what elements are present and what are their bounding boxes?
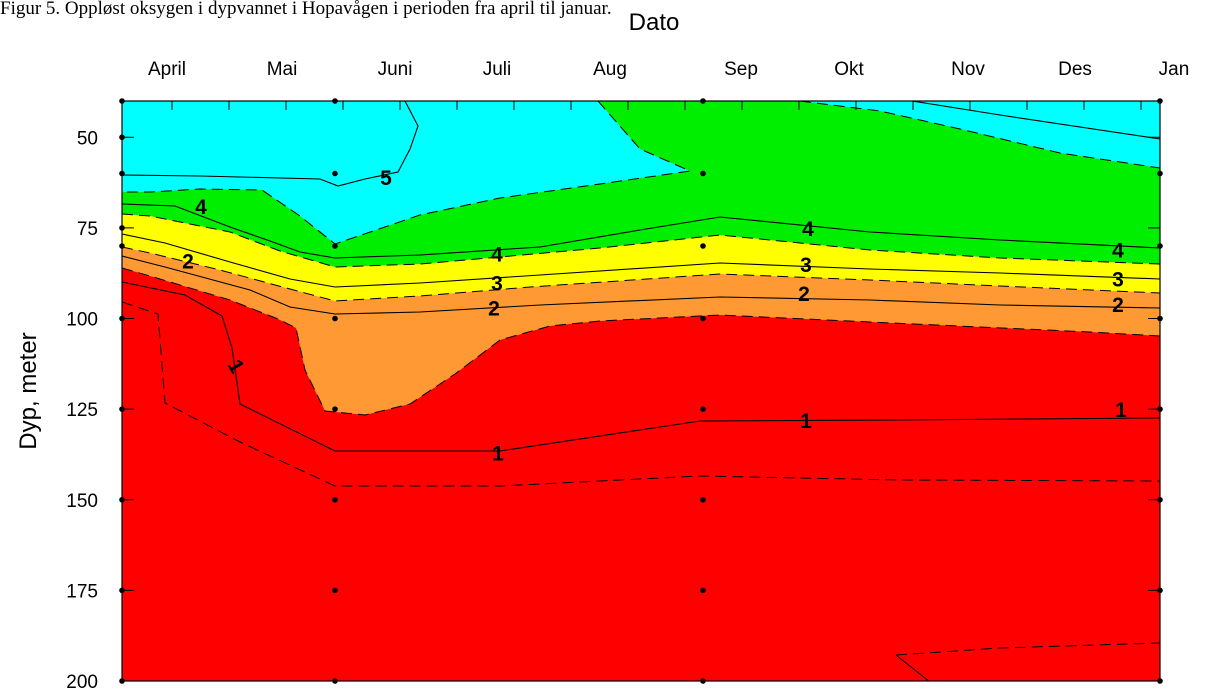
contour-line-5	[122, 101, 419, 187]
contour-label-2: 2	[1112, 294, 1124, 317]
station-dot	[1157, 170, 1163, 177]
x-tick-label: Des	[1058, 59, 1092, 80]
station-dot	[332, 315, 338, 322]
plot-frame	[121, 100, 1161, 682]
minor-boundaries	[895, 654, 930, 681]
band-boundaries	[122, 101, 1160, 656]
station-dot	[332, 496, 338, 503]
band-cyan-right	[800, 101, 1160, 168]
contour-line-2	[122, 255, 1160, 315]
x-axis-labels: April Mai Juni Juli Aug Sep Okt Nov Des Jan	[148, 59, 1189, 80]
x-tick-label: Okt	[834, 59, 864, 80]
station-dot	[1157, 587, 1163, 594]
station-dot	[119, 134, 125, 141]
x-tick-label: Juli	[483, 59, 512, 80]
contour-label-4: 4	[802, 218, 814, 241]
station-dot	[119, 315, 125, 322]
station-dot	[119, 98, 125, 104]
station-dot	[119, 587, 125, 594]
contour-label-4: 4	[491, 243, 503, 266]
station-dot	[332, 98, 338, 104]
contour-label-2: 2	[488, 298, 500, 321]
y-tick-label: 150	[66, 491, 98, 512]
contour-label-1: 1	[492, 443, 504, 466]
sampling-station-markers	[119, 98, 1163, 684]
station-dot	[1157, 496, 1163, 503]
x-tick-label: Juni	[378, 59, 413, 80]
y-tick-label: 125	[66, 400, 98, 421]
station-dot	[119, 496, 125, 503]
contour-label-2: 2	[798, 283, 810, 306]
x-tick-label: Aug	[593, 59, 627, 80]
station-dot	[700, 170, 706, 177]
station-dot	[332, 678, 338, 684]
contour-lines	[122, 101, 1160, 452]
station-dot	[700, 406, 706, 412]
station-dot	[1157, 315, 1163, 322]
station-dot	[700, 496, 706, 503]
contour-fill-layer	[122, 101, 1160, 681]
contour-label-5: 5	[380, 167, 392, 190]
y-tick-label: 175	[66, 581, 98, 602]
contour-label-1: 1	[1115, 399, 1127, 422]
station-dot	[700, 98, 706, 104]
station-dot	[332, 406, 338, 412]
station-dot	[1157, 243, 1163, 249]
station-dot	[119, 170, 125, 177]
contour-line-4	[122, 203, 1160, 259]
contour-label-3: 3	[491, 272, 503, 295]
station-dot	[119, 225, 125, 231]
contour-line-5b	[911, 101, 1160, 140]
station-dot	[700, 243, 706, 249]
y-axis-ticks: 50 75 100 125 150 175 200	[66, 128, 98, 693]
station-dot	[1157, 678, 1163, 684]
y-tick-label: 200	[66, 672, 98, 693]
contour-line-1	[122, 281, 1160, 452]
contour-label-3: 3	[800, 254, 812, 277]
y-tick-label: 100	[66, 310, 98, 331]
station-dot	[332, 587, 338, 594]
station-dot	[700, 678, 706, 684]
x-tick-label: Nov	[951, 59, 985, 80]
band-cyan-left	[122, 101, 690, 244]
contour-label-4: 4	[195, 196, 207, 219]
x-tick-label: Jan	[1159, 59, 1190, 80]
figure-caption: Figur 5. Oppløst oksygen i dypvannet i H…	[0, 0, 612, 18]
station-dot	[1157, 406, 1163, 412]
station-dot	[119, 406, 125, 412]
station-dot	[119, 243, 125, 249]
contour-label-4: 4	[1112, 240, 1124, 263]
x-axis-title: Dato	[629, 9, 680, 36]
x-tick-label: April	[148, 59, 186, 80]
y-tick-label: 50	[77, 128, 98, 149]
contour-line-3	[122, 233, 1160, 288]
station-dot	[332, 243, 338, 249]
axis-ticks	[122, 101, 1160, 682]
station-dot	[119, 678, 125, 684]
contour-label-1: 1	[800, 410, 812, 433]
station-dot	[700, 587, 706, 594]
contour-label-2: 2	[182, 251, 194, 274]
contour-label-3: 3	[1112, 269, 1124, 292]
station-dot	[332, 170, 338, 177]
y-axis-title: Dyp, meter	[15, 332, 42, 449]
station-dot	[1157, 98, 1163, 104]
x-tick-label: Sep	[724, 59, 758, 80]
x-tick-label: Mai	[267, 59, 298, 80]
station-dot	[700, 315, 706, 322]
y-tick-label: 75	[77, 219, 98, 240]
